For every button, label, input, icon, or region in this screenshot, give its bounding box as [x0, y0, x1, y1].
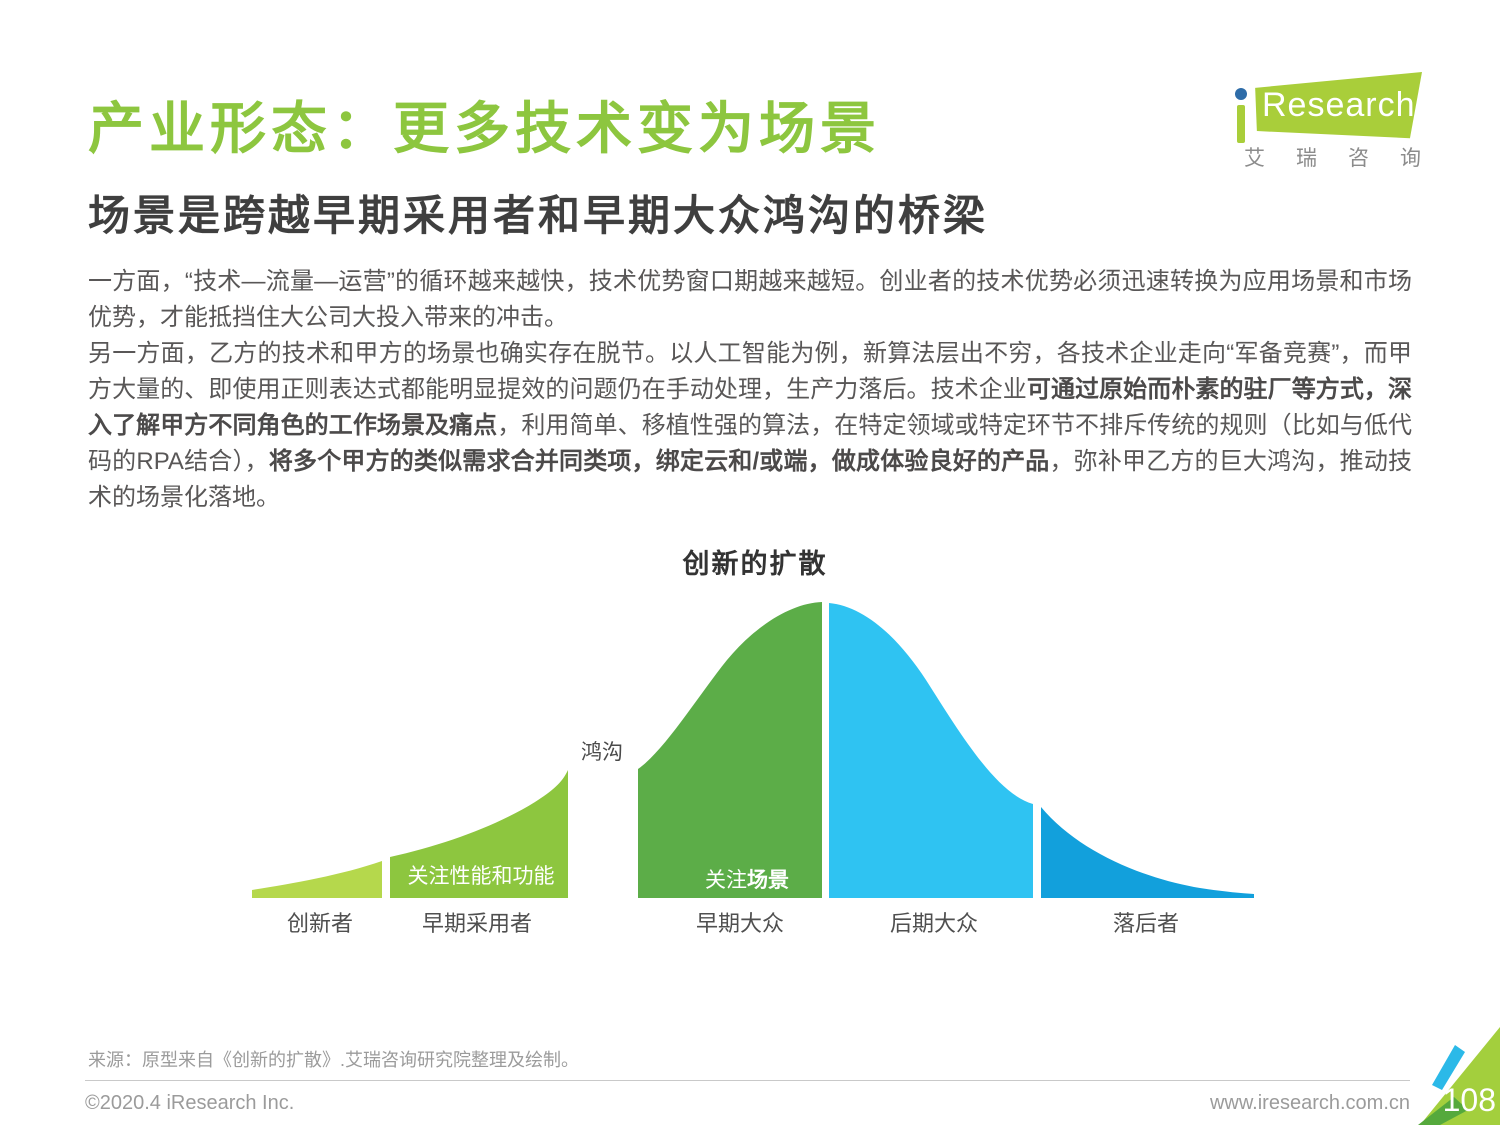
category-label-innovators: 创新者: [286, 911, 353, 936]
segment-early-majority: [638, 602, 822, 898]
source-note: 来源：原型来自《创新的扩散》.艾瑞咨询研究院整理及绘制。: [88, 1050, 579, 1070]
paragraph-1: 一方面，“技术—流量—运营”的循环越来越快，技术优势窗口期越来越短。创业者的技术…: [88, 264, 1412, 336]
paragraph-2-run2-bold: 可通过原始而朴素的驻厂等方式，深入了解甲方不同角色的工作场景及痛点: [88, 376, 1413, 439]
logo-i-dot-icon: [1235, 88, 1247, 100]
bell-curve-svg: [252, 602, 1254, 898]
paragraph-2: 另一方面，乙方的技术和甲方的场景也确实存在脱节。以人工智能为例，新算法层出不穷，…: [88, 336, 1412, 516]
page-subtitle: 场景是跨越早期采用者和早期大众鸿沟的桥梁: [88, 192, 989, 239]
paragraph-2-run5: ，弥补甲乙方的巨大鸿沟，推动技术的场景化落地。: [88, 448, 1412, 511]
category-label-laggards: 落后者: [1112, 911, 1179, 936]
paragraph-1-text: 一方面，“技术—流量—运营”的循环越来越快，技术优势窗口期越来越短。创业者的技术…: [88, 268, 1412, 331]
segment-laggards: [1041, 807, 1254, 898]
logo-brand-text: Research: [1262, 86, 1416, 124]
category-label-late-majority: 后期大众: [889, 911, 978, 936]
paragraph-2-run4-bold: 将多个甲方的类似需求合并同类项，绑定云和/或端，做成体验良好的产品: [268, 448, 1050, 475]
copyright-text: ©2020.4 iResearch Inc.: [85, 1092, 295, 1114]
diffusion-of-innovation-chart: 鸿沟 关注性能和功能 关注场景 创新者 早期采用者 早期大众 后期大众 落后者: [250, 598, 1260, 943]
focus-scene-bold: 场景: [747, 869, 789, 892]
corner-decoration: 108: [1380, 1015, 1500, 1125]
focus-scene-prefix: 关注: [705, 869, 747, 892]
website-url: www.iresearch.com.cn: [1209, 1092, 1410, 1114]
paragraph-2-run1: 另一方面，乙方的技术和甲方的场景也确实存在脱节。以人工智能为例，新算法层出不穷，…: [88, 340, 1412, 403]
focus-scene-label: 关注场景: [647, 864, 847, 894]
category-label-early-majority: 早期大众: [695, 911, 784, 936]
footer-divider: [85, 1080, 1410, 1081]
logo-i-stem-icon: [1237, 105, 1245, 143]
category-label-early-adopters: 早期采用者: [421, 911, 532, 936]
segment-late-majority: [829, 603, 1033, 898]
body-text: 一方面，“技术—流量—运营”的循环越来越快，技术优势窗口期越来越短。创业者的技术…: [88, 264, 1412, 516]
iresearch-logo: Research 艾瑞咨询: [1232, 58, 1428, 176]
page-title: 产业形态：更多技术变为场景: [88, 97, 881, 160]
segment-early-adopters: [390, 770, 568, 898]
segment-innovators: [252, 861, 382, 898]
page-number: 108: [1442, 1082, 1496, 1118]
chasm-label: 鸿沟: [581, 741, 623, 764]
paragraph-2-run3: ，利用简单、移植性强的算法，在特定领域或特定环节不排斥传统的规则（比如与低代码的…: [88, 412, 1413, 475]
logo-chinese-name: 艾瑞咨询: [1244, 147, 1452, 170]
chart-title: 创新的扩散: [682, 549, 828, 579]
focus-performance-label: 关注性能和功能: [407, 865, 555, 888]
